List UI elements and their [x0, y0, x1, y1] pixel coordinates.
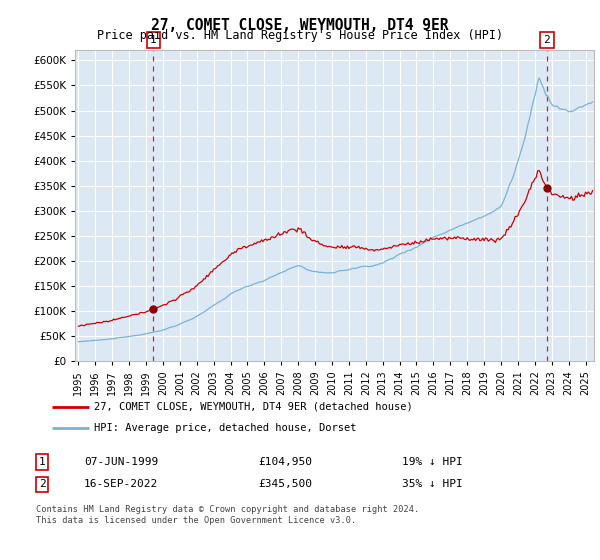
Text: 07-JUN-1999: 07-JUN-1999 — [84, 457, 158, 467]
Text: 35% ↓ HPI: 35% ↓ HPI — [402, 479, 463, 489]
Text: £104,950: £104,950 — [258, 457, 312, 467]
Text: HPI: Average price, detached house, Dorset: HPI: Average price, detached house, Dors… — [94, 422, 356, 432]
Text: 1: 1 — [38, 457, 46, 467]
Text: 2: 2 — [38, 479, 46, 489]
Text: 27, COMET CLOSE, WEYMOUTH, DT4 9ER (detached house): 27, COMET CLOSE, WEYMOUTH, DT4 9ER (deta… — [94, 402, 413, 412]
Text: Contains HM Land Registry data © Crown copyright and database right 2024.
This d: Contains HM Land Registry data © Crown c… — [36, 505, 419, 525]
Text: 2: 2 — [544, 35, 550, 45]
Text: Price paid vs. HM Land Registry's House Price Index (HPI): Price paid vs. HM Land Registry's House … — [97, 29, 503, 42]
Text: 16-SEP-2022: 16-SEP-2022 — [84, 479, 158, 489]
Text: 27, COMET CLOSE, WEYMOUTH, DT4 9ER: 27, COMET CLOSE, WEYMOUTH, DT4 9ER — [151, 18, 449, 34]
Text: £345,500: £345,500 — [258, 479, 312, 489]
Text: 1: 1 — [150, 35, 157, 45]
Text: 19% ↓ HPI: 19% ↓ HPI — [402, 457, 463, 467]
